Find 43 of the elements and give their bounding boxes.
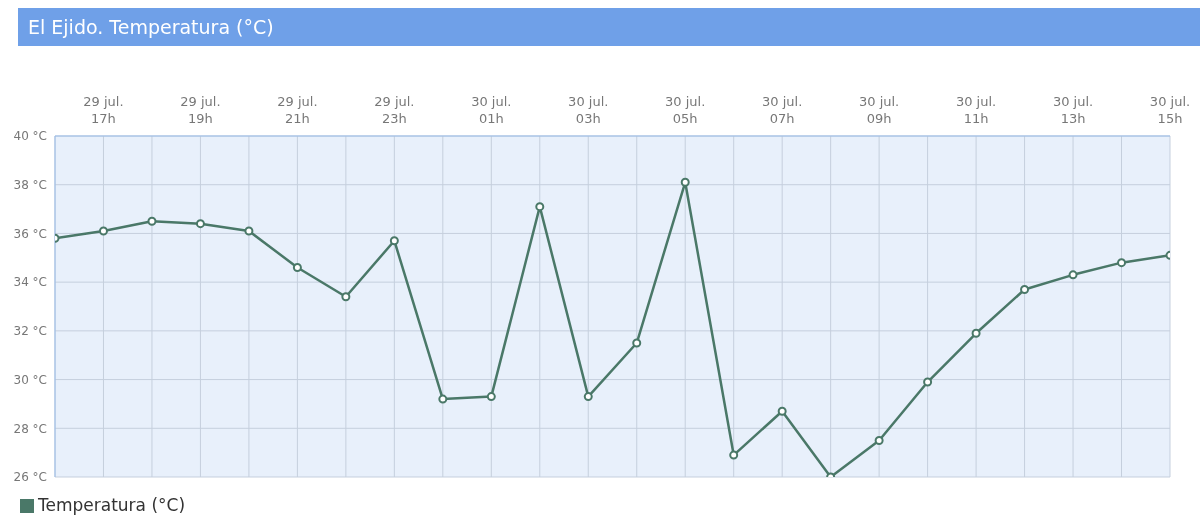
x-tick-label: 29 jul. 21h [277,94,318,126]
point [874,435,884,445]
y-tick-label: 32 °C [13,324,47,339]
point [1117,258,1127,268]
point [729,450,739,460]
y-tick-label: 36 °C [13,226,47,241]
point [195,219,205,229]
point [147,216,157,226]
y-tick-label: 30 °C [13,372,47,387]
point [244,226,254,236]
point [535,202,545,212]
point [632,338,642,348]
point [292,263,302,273]
x-tick-label: 30 jul. 01h [471,94,512,126]
point [777,406,787,416]
point [583,392,593,402]
point [1068,270,1078,280]
y-tick-label: 40 °C [13,129,47,144]
x-tick-label: 29 jul. 17h [83,94,124,126]
point [438,394,448,404]
point [341,292,351,302]
point [98,226,108,236]
legend-label: Temperatura (°C) [38,495,186,515]
x-tick-label: 30 jul. 09h [858,94,900,126]
x-tick-label: 29 jul. 23h [374,94,415,126]
point [971,328,981,338]
x-tick-label: 30 jul. 03h [568,94,609,126]
y-tick-label: 28 °C [13,421,47,436]
point [923,377,933,387]
x-tick-label: 29 jul. 19h [180,94,221,126]
point [389,236,399,246]
x-tick-label: 30 jul. 13h [1052,94,1094,126]
x-tick-label: 30 jul. 11h [955,94,997,126]
y-tick-label: 38 °C [13,177,47,192]
y-tick-label: 34 °C [13,275,47,290]
x-tick-label: 30 jul. 07h [762,94,803,126]
point [680,177,690,187]
point [486,392,496,402]
x-tick-label: 30 jul. 05h [665,94,706,126]
y-tick-label: 26 °C [13,470,47,485]
chart-title: El Ejido. Temperatura (°C) [18,8,1200,46]
point [1020,284,1030,294]
x-tick-label: 30 jul. 15h [1149,94,1191,126]
